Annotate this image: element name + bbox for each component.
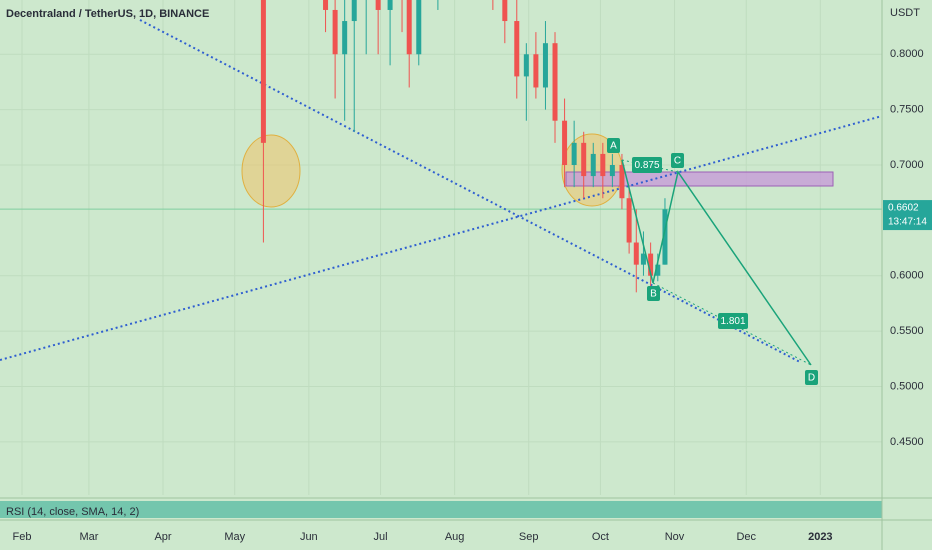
last-price-label: 0.6602 [888,203,919,214]
candle-body [502,0,508,22]
y-tick-label: 0.6000 [890,270,924,282]
label-box [607,138,620,153]
candle-body [600,153,606,177]
pattern-label: B [650,289,657,300]
pattern-label: D [808,373,815,384]
x-tick-label: Sep [519,531,539,543]
pattern-label: C [674,156,681,167]
candle-body [609,165,615,177]
x-tick-label: Mar [79,531,98,543]
last-price-box [883,200,932,231]
label-box [647,286,660,301]
y-tick-label: 0.5000 [890,380,924,392]
x-tick-label: Feb [13,531,32,543]
candle-body [533,54,539,88]
label-box [671,153,684,168]
label-box [805,370,818,385]
candle-body [260,0,266,143]
candle-body [571,142,577,165]
y-tick-label: 0.7500 [890,104,924,116]
candle-body [562,120,568,165]
ratio-label: 0.875 [634,160,659,171]
chart-title: Decentraland / TetherUS, 1D, BINANCE [6,8,209,20]
candle-body [590,153,596,177]
candle-body [640,253,646,265]
x-tick-label: Oct [592,531,609,543]
overlay: 0.6602 13:47:14 [883,200,932,231]
rsi-band [0,501,882,518]
highlight-ellipse [241,134,301,208]
x-tick-label: May [224,531,245,543]
x-tick-label: Apr [154,531,171,543]
pattern-label: A [610,141,617,152]
candle-body [626,198,632,243]
resistance-zone [565,171,834,187]
indicator-label: RSI (14, close, SMA, 14, 2) [6,506,139,518]
pattern-labels: A B C D 0.875 1.801 [607,138,818,385]
y-axis-label: USDT [890,7,920,19]
ratio-label: 1.801 [720,316,745,327]
x-tick-label: Jun [300,531,318,543]
ratio-box [632,157,662,173]
plot-area [0,0,882,366]
candle-body [655,264,661,276]
candle-body [581,142,587,177]
abcd-pattern [621,159,812,366]
candle-body [351,0,357,22]
candle-body [514,21,520,77]
x-tick-label: Jul [373,531,387,543]
candle-body [342,21,348,55]
ratio-box [718,313,748,329]
candle-body [375,0,381,10]
x-tick-label: Aug [445,531,465,543]
candle-body [633,242,639,265]
candle-body [387,0,393,10]
y-tick-label: 0.4500 [890,436,924,448]
y-tick-label: 0.7000 [890,159,924,171]
candle-body [323,0,329,10]
y-tick-label: 0.5500 [890,325,924,337]
candle-body [552,43,558,121]
candle-body [619,165,625,199]
countdown-label: 13:47:14 [888,217,927,228]
x-tick-label: Dec [736,531,756,543]
candle-body [332,9,338,55]
trend-line [139,19,801,363]
candle-body [662,209,668,265]
candle-body [542,43,548,88]
candle-body [523,54,529,77]
candle-body [406,0,412,55]
y-tick-label: 0.8000 [890,48,924,60]
candle-body [648,253,654,276]
candle-body [416,0,422,55]
grid [0,0,882,495]
x-tick-label: Nov [665,531,685,543]
x-tick-label: 2023 [808,531,832,543]
candles [260,0,668,293]
